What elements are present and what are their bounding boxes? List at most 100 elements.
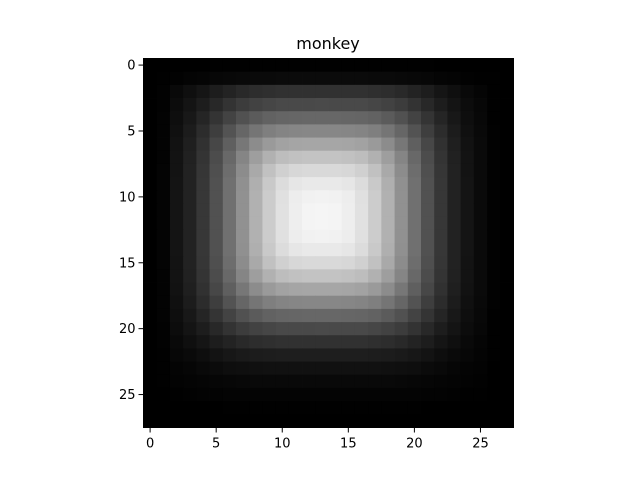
- heatmap-cell: [381, 335, 395, 349]
- heatmap-cell: [381, 190, 395, 204]
- heatmap-cell: [288, 335, 303, 349]
- heatmap-cell: [394, 308, 409, 323]
- heatmap-cell: [315, 335, 329, 349]
- heatmap-cell: [434, 84, 448, 99]
- heatmap-cell: [487, 243, 501, 257]
- heatmap-cell: [473, 269, 488, 283]
- heatmap-cell: [381, 414, 395, 428]
- heatmap-cell: [262, 269, 277, 283]
- heatmap-cell: [407, 414, 422, 428]
- heatmap-cell: [262, 163, 277, 178]
- heatmap-cell: [434, 137, 448, 152]
- heatmap-cell: [421, 401, 435, 415]
- heatmap-cell: [315, 269, 329, 283]
- heatmap-cell: [209, 282, 224, 297]
- heatmap-cell: [407, 137, 422, 152]
- heatmap-cell: [288, 177, 303, 191]
- heatmap-cell: [421, 282, 435, 297]
- heatmap-cell: [328, 203, 343, 218]
- heatmap-cell: [354, 401, 369, 415]
- heatmap-cell: [407, 229, 422, 244]
- heatmap-cell: [275, 71, 290, 86]
- heatmap-cell: [421, 150, 435, 165]
- heatmap-cell: [315, 308, 329, 323]
- heatmap-cell: [236, 414, 250, 428]
- heatmap-cell: [209, 308, 224, 323]
- heatmap-cell: [473, 137, 488, 152]
- heatmap-cell: [302, 163, 316, 178]
- heatmap-cell: [249, 137, 263, 152]
- heatmap-cell: [500, 137, 514, 152]
- heatmap-cell: [421, 243, 435, 257]
- heatmap-cell: [209, 387, 224, 402]
- heatmap-cell: [275, 401, 290, 415]
- heatmap-cell: [473, 401, 488, 415]
- heatmap-cell: [368, 348, 382, 363]
- heatmap-cell: [143, 361, 158, 376]
- heatmap-cell: [381, 124, 395, 138]
- heatmap-cell: [143, 348, 158, 363]
- heatmap-cell: [249, 229, 263, 244]
- heatmap-cell: [394, 229, 409, 244]
- heatmap-cell: [236, 335, 250, 349]
- heatmap-cell: [460, 177, 475, 191]
- heatmap-cell: [381, 282, 395, 297]
- heatmap-cell: [169, 229, 184, 244]
- heatmap-cell: [473, 71, 488, 86]
- heatmap-cell: [460, 58, 475, 73]
- heatmap-cell: [236, 243, 250, 257]
- heatmap-cell: [500, 124, 514, 138]
- heatmap-cell: [169, 308, 184, 323]
- heatmap-cell: [500, 216, 514, 231]
- heatmap-cell: [368, 229, 382, 244]
- heatmap-cell: [473, 387, 488, 402]
- heatmap-cell: [222, 269, 237, 283]
- heatmap-cell: [328, 58, 343, 73]
- heatmap-cell: [209, 374, 224, 389]
- heatmap-cell: [288, 190, 303, 204]
- heatmap-cell: [249, 177, 263, 191]
- heatmap-cell: [434, 308, 448, 323]
- heatmap-cell: [236, 98, 250, 112]
- heatmap-cell: [394, 84, 409, 99]
- heatmap-cell: [183, 163, 197, 178]
- heatmap-cell: [209, 203, 224, 218]
- heatmap-cell: [341, 374, 356, 389]
- heatmap-cell: [473, 295, 488, 310]
- heatmap-cell: [169, 414, 184, 428]
- heatmap-cell: [447, 84, 462, 99]
- heatmap-cell: [354, 98, 369, 112]
- heatmap-cell: [341, 335, 356, 349]
- heatmap-cell: [236, 203, 250, 218]
- heatmap-cell: [328, 335, 343, 349]
- heatmap-cell: [381, 163, 395, 178]
- heatmap-cell: [460, 190, 475, 204]
- heatmap-cell: [434, 401, 448, 415]
- heatmap-cell: [302, 137, 316, 152]
- heatmap-cell: [209, 71, 224, 86]
- heatmap-cell: [275, 84, 290, 99]
- heatmap-cell: [447, 190, 462, 204]
- heatmap-cell: [209, 335, 224, 349]
- heatmap-cell: [249, 401, 263, 415]
- heatmap-cell: [196, 361, 210, 376]
- heatmap-cell: [381, 361, 395, 376]
- heatmap-cell: [328, 414, 343, 428]
- heatmap-cell: [407, 177, 422, 191]
- heatmap-cell: [341, 308, 356, 323]
- heatmap-cell: [368, 163, 382, 178]
- heatmap-cell: [196, 98, 210, 112]
- heatmap-cell: [262, 177, 277, 191]
- heatmap-cells: [143, 58, 514, 428]
- heatmap-cell: [275, 374, 290, 389]
- heatmap-cell: [236, 229, 250, 244]
- heatmap-cell: [156, 177, 171, 191]
- heatmap-cell: [341, 229, 356, 244]
- heatmap-cell: [249, 348, 263, 363]
- heatmap-cell: [262, 111, 277, 125]
- heatmap-cell: [434, 124, 448, 138]
- heatmap-cell: [169, 348, 184, 363]
- heatmap-cell: [381, 295, 395, 310]
- heatmap-cell: [341, 163, 356, 178]
- heatmap-cell: [447, 387, 462, 402]
